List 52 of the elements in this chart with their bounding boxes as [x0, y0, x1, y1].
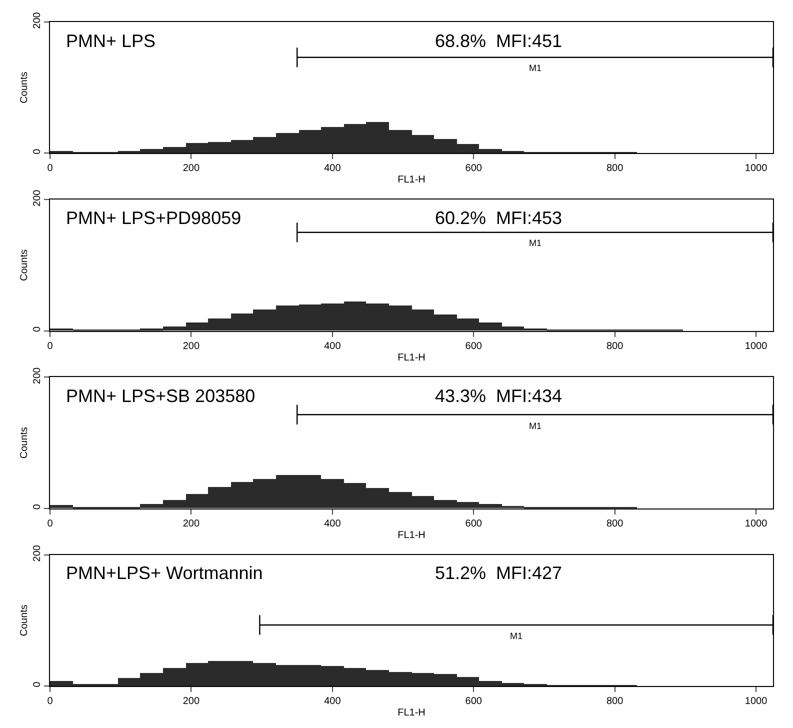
annotation: 60.2% MFI:453 — [435, 208, 562, 228]
y-tick-label: 200 — [32, 544, 43, 562]
x-tick-label: 600 — [465, 163, 482, 174]
y-tick-label: 200 — [32, 189, 43, 206]
x-tick-label: 800 — [606, 518, 624, 530]
annotation: 68.8% MFI:451 — [435, 31, 562, 51]
series-label: M1 — [529, 63, 542, 73]
y-tick-label: 0 — [32, 681, 43, 688]
y-axis-title: Counts — [19, 426, 30, 459]
y-tick-label: 200 — [32, 12, 43, 29]
x-tick-label: 600 — [465, 696, 482, 707]
x-tick-label: 1000 — [744, 696, 768, 707]
annotation: PMN+LPS+ Wortmannin — [66, 563, 263, 583]
annotation: PMN+ LPS+PD98059 — [66, 208, 242, 228]
x-tick-label: 200 — [182, 696, 200, 707]
y-tick-label: 0 — [32, 504, 43, 510]
x-tick-label: 400 — [324, 340, 342, 352]
annotation: 43.3% MFI:434 — [435, 386, 562, 406]
x-tick-label: 200 — [182, 163, 200, 174]
annotation: 51.2% MFI:427 — [435, 563, 562, 583]
y-tick-label: 0 — [32, 326, 43, 332]
x-tick-label: 800 — [606, 696, 624, 707]
x-tick-label: 0 — [47, 696, 54, 707]
y-tick-label: 0 — [32, 148, 43, 154]
x-tick-label: 200 — [182, 518, 200, 530]
x-axis-title: FL1-H — [398, 174, 426, 186]
x-tick-label: 800 — [606, 340, 624, 352]
x-axis-title: FL1-H — [398, 352, 426, 364]
x-tick-label: 0 — [47, 163, 54, 174]
x-axis-title: FL1-H — [398, 708, 426, 718]
x-tick-label: 800 — [606, 163, 624, 174]
y-axis-title: Counts — [19, 604, 30, 636]
x-tick-label: 1000 — [744, 518, 768, 530]
annotation: PMN+ LPS — [66, 31, 156, 51]
series-label: M1 — [529, 238, 542, 248]
series-label: M1 — [510, 631, 523, 641]
y-axis-title: Counts — [19, 249, 30, 282]
annotation: PMN+ LPS+SB 203580 — [66, 386, 256, 406]
y-axis-title: Counts — [19, 72, 30, 104]
x-axis-title: FL1-H — [398, 530, 426, 541]
series-label: M1 — [529, 421, 542, 431]
x-tick-label: 600 — [465, 518, 482, 530]
y-tick-label: 200 — [32, 366, 43, 384]
x-tick-label: 0 — [47, 340, 54, 352]
x-tick-label: 1000 — [744, 340, 768, 352]
x-tick-label: 400 — [324, 696, 342, 707]
x-tick-label: 0 — [47, 518, 54, 530]
x-tick-label: 1000 — [744, 163, 768, 174]
x-tick-label: 600 — [465, 340, 482, 352]
x-tick-label: 200 — [182, 340, 200, 352]
x-tick-label: 400 — [324, 518, 342, 530]
x-tick-label: 400 — [324, 163, 342, 174]
